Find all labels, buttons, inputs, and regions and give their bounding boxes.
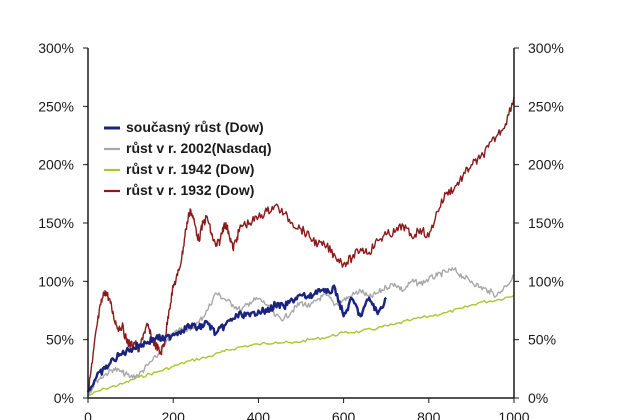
- x-tick-label: 600: [332, 409, 356, 420]
- x-tick-label: 200: [162, 409, 186, 420]
- legend-item-label: růst v r. 1932 (Dow): [126, 182, 254, 198]
- y-tick-label-right: 0%: [528, 390, 548, 406]
- y-tick-label-left: 150%: [38, 215, 74, 231]
- x-tick-label: 1000: [498, 409, 529, 420]
- y-tick-label-left: 0%: [54, 390, 74, 406]
- x-tick-label: 800: [417, 409, 441, 420]
- legend: současný růst (Dow) růst v r. 2002(Nasdaq…: [104, 119, 272, 198]
- legend-item-label: současný růst (Dow): [126, 119, 264, 135]
- axes: [87, 48, 515, 399]
- y-tick-label-left: 200%: [38, 157, 74, 173]
- x-tick-label: 0: [84, 409, 92, 420]
- y-tick-label-left: 50%: [46, 332, 74, 348]
- series-line-2: [87, 267, 515, 396]
- x-tick-label: 400: [247, 409, 271, 420]
- y-tick-label-right: 100%: [528, 273, 564, 289]
- legend-item-label: růst v r. 1942 (Dow): [126, 161, 254, 177]
- y-tick-label-right: 250%: [528, 98, 564, 114]
- axis-ticks: 0% 0% 50% 50% 100% 100% 150% 150% 200% 200% 250% 25…: [38, 40, 564, 420]
- legend-item-label: růst v r. 2002(Nasdaq): [126, 140, 272, 156]
- y-tick-label-left: 100%: [38, 273, 74, 289]
- y-tick-label-left: 300%: [38, 40, 74, 56]
- y-tick-label-right: 300%: [528, 40, 564, 56]
- series-lines: [86, 96, 515, 397]
- y-tick-label-right: 50%: [528, 332, 556, 348]
- y-tick-label-right: 200%: [528, 157, 564, 173]
- y-tick-label-left: 250%: [38, 98, 74, 114]
- series-line-1: [86, 284, 388, 393]
- series-line-3: [87, 294, 515, 397]
- y-tick-label-right: 150%: [528, 215, 564, 231]
